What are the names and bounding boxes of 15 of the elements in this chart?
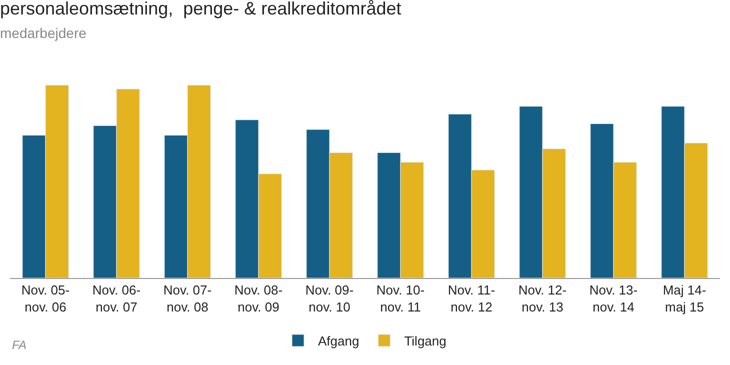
x-tick-label: Nov. 09- nov. 10	[305, 282, 354, 314]
chart-subtitle: medarbejdere	[0, 25, 87, 41]
chart-title: personaleomsætning, penge- & realkreditområdet	[0, 0, 402, 19]
x-tick-label: Nov. 12- nov. 13	[518, 282, 567, 314]
x-tick-label: Nov. 08- nov. 09	[234, 282, 283, 314]
legend-label: Afgang	[318, 334, 360, 349]
x-tick-label: Maj 14- maj 15	[662, 282, 706, 314]
x-tick-label: Nov. 06- nov. 07	[92, 282, 141, 314]
x-tick-label: Nov. 05- nov. 06	[21, 282, 70, 314]
x-tick-label: Nov. 11- nov. 12	[448, 282, 496, 314]
legend-label: Tilgang	[404, 334, 446, 349]
x-tick-label: Nov. 07- nov. 08	[163, 282, 212, 314]
x-tick-label: Nov. 10- nov. 11	[376, 282, 425, 314]
x-tick-label: Nov. 13- nov. 14	[589, 282, 638, 314]
text: FA	[12, 338, 26, 352]
